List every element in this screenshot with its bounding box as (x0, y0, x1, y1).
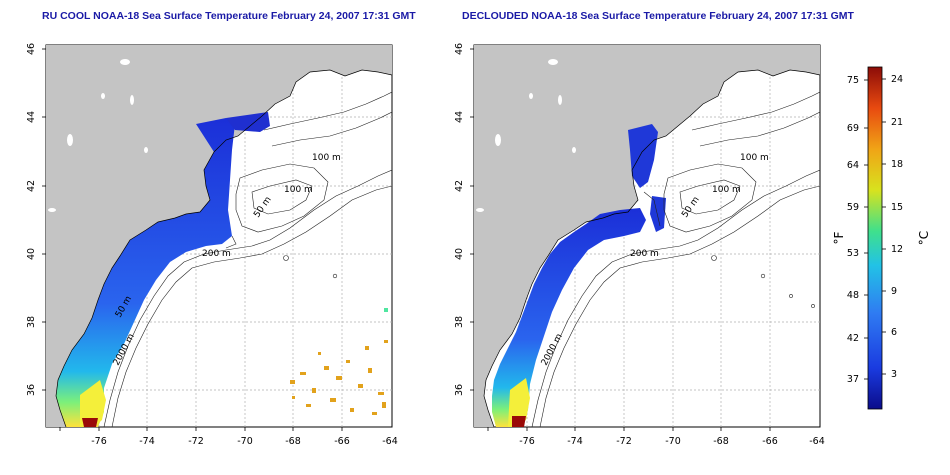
right-y-tick-label: 46 (454, 43, 465, 55)
colorbar-c-tick: 6 (891, 327, 897, 338)
right-x-tick-label: -70 (665, 436, 681, 447)
colorbar-c-tick: 24 (891, 74, 903, 85)
colorbar-fahrenheit-ticks: 75 69 64 59 53 48 42 37 (847, 75, 859, 385)
left-y-tick-label: 44 (26, 111, 37, 123)
right-contour-label-100m-north: 100 m (740, 153, 769, 163)
right-sst-field (492, 124, 666, 427)
temperature-colorbar: 75 69 64 59 53 48 42 37 24 21 18 15 12 9… (832, 66, 931, 410)
colorbar-c-tick: 18 (891, 159, 903, 170)
left-contour-label-200m: 200 m (202, 249, 231, 259)
left-x-tick-label: -66 (334, 436, 350, 447)
colorbar-f-tick: 59 (847, 202, 859, 213)
colorbar-f-tick: 37 (847, 374, 859, 385)
colorbar-c-tick: 15 (891, 202, 903, 213)
right-y-tick-label: 44 (454, 111, 465, 123)
colorbar-c-tick: 9 (891, 286, 897, 297)
left-land (46, 45, 392, 427)
left-contour-label-100m-bank: 100 m (284, 185, 313, 195)
right-land (474, 45, 820, 427)
right-map-title: DECLOUDED NOAA-18 Sea Surface Temperatur… (462, 10, 854, 22)
right-y-tick-label: 42 (454, 180, 465, 192)
left-map-title: RU COOL NOAA-18 Sea Surface Temperature … (42, 10, 416, 22)
right-contour-label-100m-bank: 100 m (712, 185, 741, 195)
right-x-axis-labels: -76 -74 -72 -70 -68 -66 -64 (519, 436, 825, 447)
colorbar-celsius-ticks: 24 21 18 15 12 9 6 3 (891, 74, 903, 380)
right-x-tick-label: -64 (809, 436, 825, 447)
left-bathymetry-contours (103, 91, 392, 427)
colorbar-unit-celsius: °C (917, 231, 931, 245)
colorbar-c-tick: 3 (891, 369, 897, 380)
left-contour-label-100m-north: 100 m (312, 153, 341, 163)
left-y-tick-label: 40 (26, 248, 37, 260)
right-bathymetry-contours (531, 91, 820, 427)
colorbar-f-tick: 53 (847, 248, 859, 259)
right-x-tick-label: -76 (519, 436, 535, 447)
colorbar-unit-fahrenheit: °F (832, 231, 846, 244)
left-x-tick-label: -64 (382, 436, 398, 447)
left-y-tick-label: 36 (26, 384, 37, 396)
left-x-tick-label: -74 (139, 436, 155, 447)
right-y-tick-label: 36 (454, 384, 465, 396)
right-map: 100 m 100 m 50 m 200 m 2000 m -76 -74 -7… (454, 43, 825, 447)
left-y-tick-label: 46 (26, 43, 37, 55)
right-y-axis-labels: 36 38 40 42 44 46 (454, 43, 465, 396)
right-x-tick-label: -68 (713, 436, 729, 447)
left-x-tick-label: -70 (237, 436, 253, 447)
left-x-tick-label: -72 (188, 436, 204, 447)
right-contour-label-200m: 200 m (630, 249, 659, 259)
colorbar-c-tick: 12 (891, 244, 903, 255)
right-x-tick-label: -74 (567, 436, 583, 447)
colorbar-f-tick: 42 (847, 333, 859, 344)
left-y-tick-label: 42 (26, 180, 37, 192)
left-y-tick-label: 38 (26, 316, 37, 328)
colorbar-f-tick: 64 (847, 160, 859, 171)
left-map: 100 m 100 m 50 m 200 m 50 m 2000 m -76 -… (26, 43, 398, 447)
colorbar-f-tick: 69 (847, 123, 859, 134)
colorbar-f-tick: 75 (847, 75, 859, 86)
right-x-tick-label: -72 (616, 436, 632, 447)
right-lakes (476, 59, 576, 212)
right-x-tick-label: -66 (762, 436, 778, 447)
colorbar-f-tick: 48 (847, 290, 859, 301)
left-sst-field (56, 112, 388, 427)
left-x-tick-label: -68 (285, 436, 301, 447)
right-y-tick-label: 38 (454, 316, 465, 328)
colorbar-c-tick: 21 (891, 117, 903, 128)
left-x-tick-label: -76 (91, 436, 107, 447)
left-y-axis-labels: 36 38 40 42 44 46 (26, 43, 37, 396)
colorbar-gradient (867, 66, 883, 410)
right-y-tick-label: 40 (454, 248, 465, 260)
left-x-axis-labels: -76 -74 -72 -70 -68 -66 -64 (91, 436, 398, 447)
left-lakes (48, 59, 148, 212)
